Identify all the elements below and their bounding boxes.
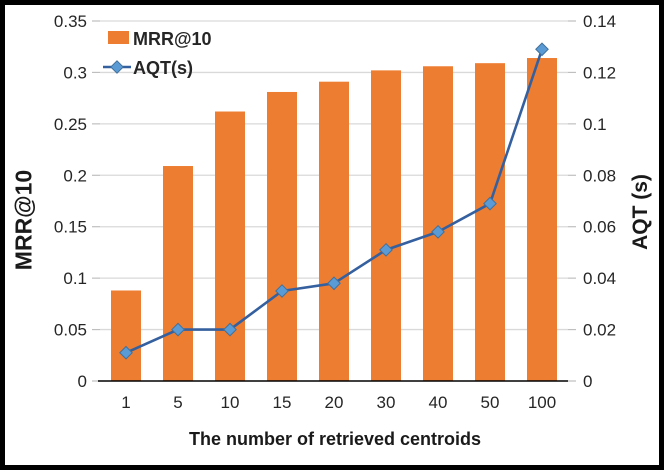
aqt-marker-1 (119, 345, 133, 360)
bar-50 (475, 63, 505, 382)
bar-30 (371, 70, 401, 381)
aqt-marker-30 (379, 242, 393, 257)
bar-1 (111, 290, 141, 381)
bar-5 (163, 166, 193, 381)
aqt-marker-40 (431, 224, 445, 239)
right-tick-label: 0.1 (583, 115, 607, 134)
x-tick-label: 40 (429, 393, 448, 412)
legend-aqt-label: AQT(s) (133, 58, 193, 78)
bar-40 (423, 66, 453, 381)
x-axis-title: The number of retrieved centroids (188, 429, 482, 449)
aqt-marker-10 (223, 322, 237, 337)
left-tick-label: 0 (78, 372, 87, 391)
x-tick-label: 5 (173, 393, 182, 412)
aqt-marker-5 (171, 322, 185, 337)
aqt-marker-50 (483, 196, 497, 211)
bar-20 (319, 81, 349, 381)
x-tick-label: 15 (273, 393, 292, 412)
aqt-marker-100 (535, 42, 549, 57)
right-tick-label: 0 (583, 372, 592, 391)
right-tick-label: 0.06 (583, 218, 616, 237)
left-tick-label: 0.25 (54, 115, 87, 134)
left-tick-label: 0.05 (54, 321, 87, 340)
x-tick-label: 1 (121, 393, 130, 412)
x-tick-label: 10 (221, 393, 240, 412)
x-tick-label: 20 (325, 393, 344, 412)
legend-mrr-swatch-icon (108, 31, 129, 44)
left-tick-label: 0.2 (63, 166, 87, 185)
right-axis-title: AQT (s) (629, 174, 652, 250)
chart-svg: 0 0 0.05 0.02 0.1 0.04 0.15 0.06 0.2 0.08 0.25 0.1 0… (54, 12, 616, 412)
x-tick-label: 30 (377, 393, 396, 412)
legend-mrr-label: MRR@10 (133, 29, 212, 49)
left-axis-title: MRR@10 (10, 169, 37, 271)
bar-100 (527, 58, 557, 382)
left-tick-label: 0.1 (63, 269, 87, 288)
right-tick-label: 0.04 (583, 269, 616, 288)
right-tick-label: 0.12 (583, 63, 616, 82)
left-tick-label: 0.15 (54, 218, 87, 237)
legend-aqt-marker-icon (110, 60, 124, 74)
aqt-marker-15 (275, 284, 289, 298)
left-tick-label: 0.35 (54, 12, 87, 31)
right-tick-label: 0.14 (583, 12, 616, 31)
aqt-marker-20 (327, 276, 341, 291)
bar-15 (267, 91, 297, 381)
right-tick-label: 0.02 (583, 321, 616, 340)
left-tick-label: 0.3 (63, 63, 87, 82)
bar-10 (215, 111, 245, 381)
right-tick-label: 0.08 (583, 166, 616, 185)
x-tick-label: 100 (528, 393, 556, 412)
x-tick-label: 50 (481, 393, 500, 412)
